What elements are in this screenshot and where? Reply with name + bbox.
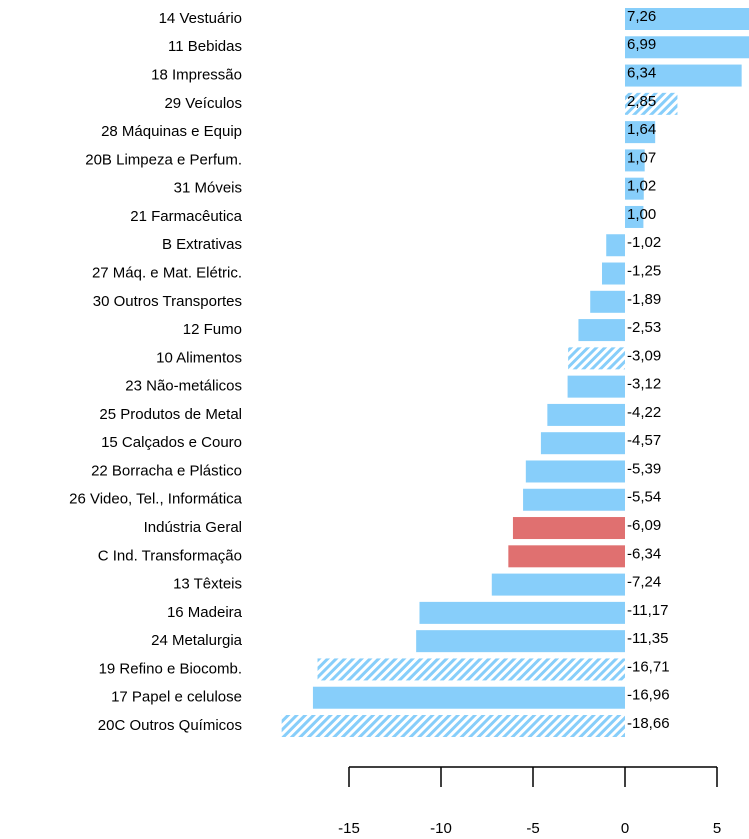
- category-label: 31 Móveis: [174, 180, 242, 197]
- value-label: -5,39: [627, 460, 661, 477]
- category-label: 14 Vestuário: [159, 10, 242, 27]
- category-label: 23 Não-metálicos: [125, 378, 242, 395]
- value-label: 1,00: [627, 206, 656, 223]
- value-label: -16,71: [627, 658, 670, 675]
- category-label: B Extrativas: [162, 236, 242, 253]
- bar: [491, 573, 625, 596]
- bar: [625, 121, 656, 144]
- bar: [568, 347, 625, 370]
- bar: [625, 149, 645, 172]
- category-label: 17 Papel e celulose: [111, 689, 242, 706]
- category-label: 21 Farmacêutica: [130, 208, 242, 225]
- bar: [419, 601, 625, 624]
- x-tick-label: 5: [713, 820, 721, 837]
- bar: [416, 630, 625, 653]
- value-label: -6,09: [627, 517, 661, 534]
- value-label: -3,09: [627, 347, 661, 364]
- value-label: -4,57: [627, 432, 661, 449]
- category-label: 24 Metalurgia: [151, 632, 243, 649]
- bar: [540, 432, 625, 455]
- value-label: 1,07: [627, 149, 656, 166]
- x-tick-label: 0: [621, 820, 629, 837]
- bar: [625, 205, 644, 228]
- value-label: -11,35: [627, 630, 668, 647]
- bar: [590, 290, 625, 313]
- x-tick-label: -10: [430, 820, 452, 837]
- bar: [547, 403, 625, 426]
- bar: [512, 517, 625, 540]
- bar: [317, 658, 625, 681]
- value-label: -11,17: [627, 602, 668, 619]
- bar: [508, 545, 625, 568]
- category-label: 12 Fumo: [183, 321, 242, 338]
- bar: [567, 375, 625, 398]
- bar: [281, 715, 625, 737]
- category-label: 11 Bebidas: [168, 38, 242, 55]
- bar: [625, 177, 644, 200]
- value-label: -1,02: [627, 234, 661, 251]
- category-label: 16 Madeira: [167, 604, 243, 621]
- bar: [523, 488, 625, 511]
- category-label: 27 Máq. e Mat. Elétric.: [92, 264, 242, 281]
- value-label: -1,89: [627, 291, 661, 308]
- category-label: 20C Outros Químicos: [98, 717, 242, 734]
- value-label: -6,34: [627, 545, 661, 562]
- bar: [578, 319, 625, 342]
- bar: [312, 686, 625, 709]
- category-label: 10 Alimentos: [156, 349, 242, 366]
- category-label: 19 Refino e Biocomb.: [99, 660, 242, 677]
- value-label: 1,64: [627, 121, 656, 138]
- category-label: 26 Video, Tel., Informática: [69, 491, 243, 508]
- x-tick-label: -5: [526, 820, 539, 837]
- value-label: 1,02: [627, 178, 656, 195]
- bar: [525, 460, 625, 483]
- value-label: 2,85: [627, 93, 656, 110]
- bar: [625, 36, 749, 59]
- bar: [602, 262, 625, 285]
- value-label: -2,53: [627, 319, 661, 336]
- category-label: 20B Limpeza e Perfum.: [85, 151, 242, 168]
- category-label: 28 Máquinas e Equip: [101, 123, 242, 140]
- value-label: -4,22: [627, 404, 661, 421]
- category-label: Indústria Geral: [144, 519, 242, 536]
- category-label: 13 Têxteis: [173, 576, 242, 593]
- x-tick-label: -15: [338, 820, 360, 837]
- category-label: 18 Impressão: [151, 67, 242, 84]
- category-label: 30 Outros Transportes: [93, 293, 242, 310]
- category-label: 22 Borracha e Plástico: [91, 462, 242, 479]
- value-label: -7,24: [627, 574, 661, 591]
- value-label: -1,25: [627, 262, 661, 279]
- value-label: -18,66: [627, 715, 670, 732]
- category-label: 25 Produtos de Metal: [99, 406, 242, 423]
- value-label: -5,54: [627, 489, 661, 506]
- value-label: 7,26: [627, 8, 656, 25]
- value-label: 6,99: [627, 36, 656, 53]
- bar: [606, 234, 625, 257]
- category-label: 29 Veículos: [164, 95, 242, 112]
- value-label: -16,96: [627, 687, 670, 704]
- category-label: C Ind. Transformação: [98, 547, 242, 564]
- bar: [625, 64, 742, 87]
- bar: [625, 8, 749, 30]
- category-label: 15 Calçados e Couro: [101, 434, 242, 451]
- value-label: 6,34: [627, 65, 656, 82]
- value-label: -3,12: [627, 376, 661, 393]
- bar: [625, 92, 678, 115]
